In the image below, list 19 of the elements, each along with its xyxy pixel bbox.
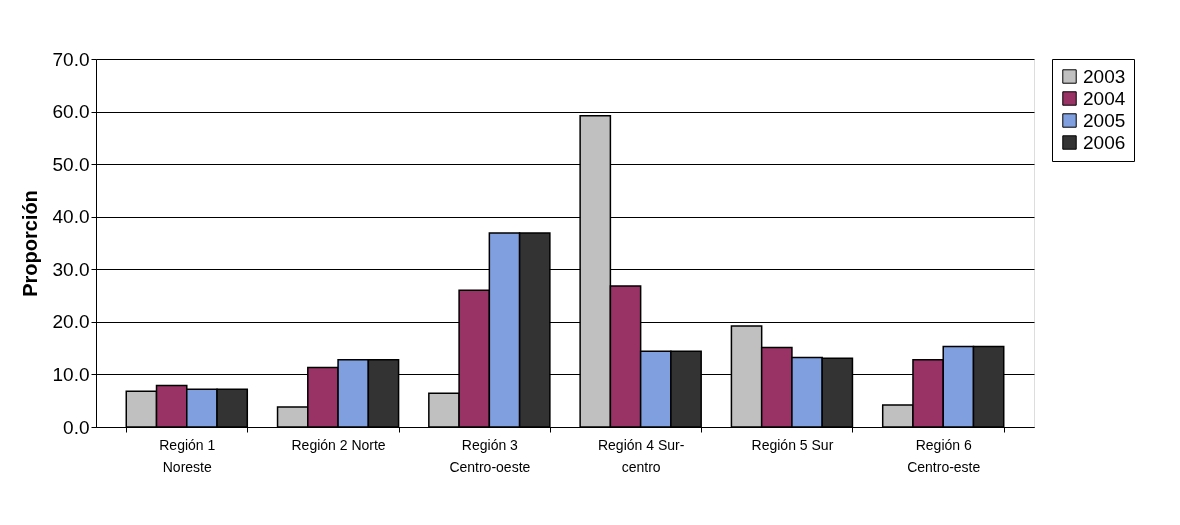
x-tick-label: Región 3 Centro-oeste	[449, 436, 531, 475]
y-axis-title: Proporción	[18, 190, 41, 297]
x-tick-label: Región 4 Sur-centro	[597, 436, 685, 475]
x-tick-label: Región 5 Sur	[751, 436, 834, 453]
legend-label: 2004	[1083, 87, 1126, 109]
legend-label: 2006	[1083, 131, 1126, 153]
x-tick-label: Región 2 Norte	[291, 436, 386, 453]
y-tick-label: 20.0	[52, 311, 90, 333]
x-tick-label: Región 6 Centro-este	[907, 436, 981, 475]
y-tick-label: 10.0	[52, 363, 90, 385]
y-tick-label: 70.0	[52, 48, 90, 70]
y-tick-label: 0.0	[63, 416, 90, 438]
legend-label: 2003	[1083, 65, 1126, 87]
x-tick-label: Región 1 Noreste	[159, 436, 216, 475]
legend-label: 2005	[1083, 109, 1126, 131]
y-tick-label: 30.0	[52, 258, 90, 280]
y-tick-label: 50.0	[52, 153, 90, 175]
y-tick-label: 60.0	[52, 101, 90, 123]
y-tick-label: 40.0	[52, 206, 90, 228]
